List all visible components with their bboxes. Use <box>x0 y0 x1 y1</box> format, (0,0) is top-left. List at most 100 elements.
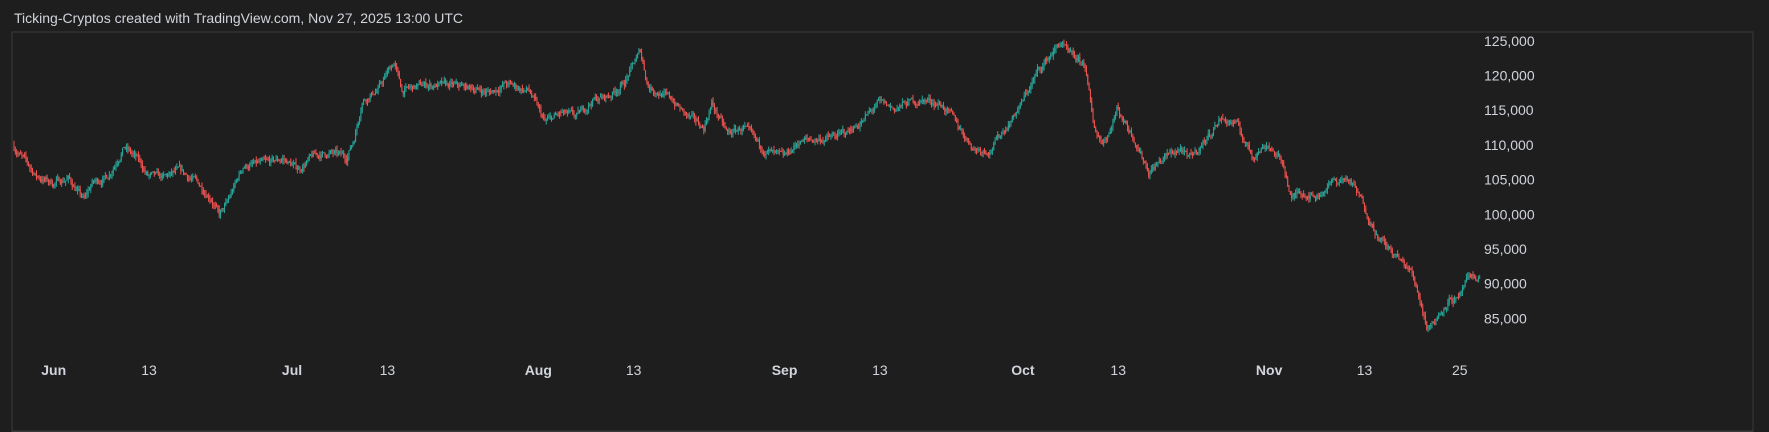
candle-body <box>1160 160 1162 162</box>
candle-body <box>462 84 464 86</box>
candle-body <box>253 162 255 164</box>
candle-body <box>838 132 840 135</box>
time-axis[interactable]: Jun 13 Jul 13 Aug 13 Sep 13 Oct 13 Nov 13 25 <box>41 362 1468 378</box>
candle-body <box>1348 180 1350 182</box>
candle-body <box>1289 191 1291 195</box>
candle-body <box>344 155 346 160</box>
candle-body <box>1040 68 1042 70</box>
candle-body <box>998 134 1000 137</box>
candle-body <box>1342 178 1344 180</box>
candle-body <box>1235 120 1237 123</box>
candle-body <box>831 135 833 137</box>
candle-body <box>270 159 272 164</box>
candle-body <box>720 116 722 118</box>
candle-body <box>222 208 224 210</box>
candle-body <box>784 153 786 156</box>
candle-body <box>834 134 836 137</box>
candle-body <box>1313 195 1315 198</box>
candle-body <box>78 188 80 190</box>
candle-body <box>1197 151 1199 153</box>
candle-body <box>811 139 813 142</box>
time-tick-day-label: 13 <box>626 362 642 378</box>
candle-body <box>1387 246 1389 248</box>
candle-body <box>1174 152 1176 155</box>
candle-body <box>351 145 353 149</box>
candle-body <box>700 126 702 128</box>
candle-body <box>1366 213 1368 219</box>
candle-body <box>381 82 383 84</box>
candle-body <box>431 86 433 88</box>
candle-body <box>557 113 559 115</box>
candle-body <box>329 150 331 154</box>
price-axis[interactable]: 85,000 90,000 95,000 100,000 105,000 110,000 1… <box>1484 33 1535 326</box>
candle-body <box>964 135 966 139</box>
candle-body <box>1267 145 1269 147</box>
candle-body <box>1240 130 1242 137</box>
candle-body <box>1029 90 1031 92</box>
candle-body <box>1006 130 1008 132</box>
candle-body <box>1036 68 1038 73</box>
candle-body <box>1340 180 1342 183</box>
candle-body <box>1307 195 1309 198</box>
price-tick-label: 110,000 <box>1484 137 1534 153</box>
time-tick-month-label: Jun <box>41 362 66 378</box>
candle-body <box>588 105 590 110</box>
candle-body <box>337 152 339 154</box>
candle-body <box>333 151 335 154</box>
candle-body <box>695 118 697 122</box>
candle-body <box>705 120 707 124</box>
candle-body <box>345 159 347 163</box>
candle-body <box>1477 278 1479 281</box>
candle-body <box>304 164 306 168</box>
candle-body <box>193 176 195 178</box>
candle-body <box>180 164 182 171</box>
candle-body <box>958 126 960 130</box>
candle-body <box>1201 144 1203 148</box>
candle-body <box>1419 296 1421 303</box>
candle-body <box>778 150 780 152</box>
candle-body <box>406 86 408 88</box>
candle-body <box>1259 152 1261 154</box>
candle-body <box>369 96 371 100</box>
candle-body <box>185 173 187 175</box>
candle-body <box>71 182 73 187</box>
candle-body <box>1198 151 1200 153</box>
candle-body <box>167 174 169 176</box>
candle-body <box>408 86 410 88</box>
candle-body <box>246 164 248 168</box>
candle-body <box>516 87 518 90</box>
candle-body <box>1050 55 1052 57</box>
candle-body <box>241 170 243 172</box>
candle-body <box>1329 182 1331 184</box>
candle-body <box>1126 123 1128 128</box>
time-tick-month-label: Aug <box>525 362 552 378</box>
candle-body <box>1285 174 1287 179</box>
candle-body <box>401 87 403 92</box>
candle-body <box>110 174 112 176</box>
candle-body <box>168 174 170 176</box>
candle-body <box>543 116 545 118</box>
candle-body <box>521 88 523 92</box>
candle-body <box>1099 136 1101 139</box>
candle-body <box>1251 153 1253 158</box>
candle-body <box>1256 152 1258 158</box>
price-tick-label: 85,000 <box>1484 310 1527 326</box>
candle-body <box>1092 110 1094 123</box>
candle-body <box>949 109 951 111</box>
candle-body <box>1130 130 1132 136</box>
candle-body <box>1272 150 1274 152</box>
candle-body <box>1468 274 1470 277</box>
candle-body <box>694 114 696 119</box>
candle-body <box>141 164 143 170</box>
candle-body <box>556 113 558 115</box>
candle-body <box>467 85 469 89</box>
candle-body <box>204 193 206 195</box>
candle-body <box>70 178 72 183</box>
candle-body <box>25 155 27 159</box>
candle-body <box>202 190 204 194</box>
candle-body <box>882 99 884 101</box>
candle-body <box>524 89 526 91</box>
candle-body <box>1422 306 1424 313</box>
candle-body <box>863 118 865 122</box>
